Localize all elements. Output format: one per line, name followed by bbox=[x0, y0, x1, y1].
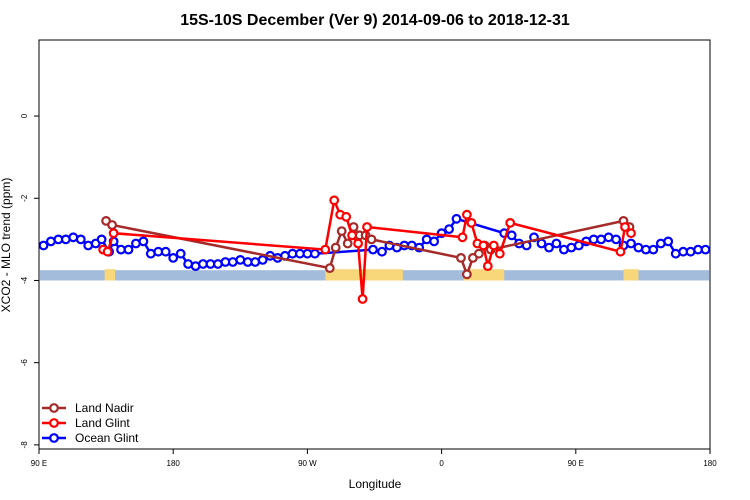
data-point bbox=[700, 244, 711, 255]
y-axis: 0 -2 -4 -6 -8 bbox=[20, 113, 39, 448]
data-point bbox=[648, 244, 659, 255]
x-axis-label: Longitude bbox=[349, 477, 402, 491]
x-tick-label: 90 E bbox=[568, 459, 584, 468]
data-point bbox=[506, 230, 517, 241]
series-land-glint bbox=[98, 195, 636, 304]
legend-item: Land Glint bbox=[42, 416, 130, 430]
land-segment bbox=[623, 269, 639, 281]
data-point bbox=[107, 220, 117, 230]
data-point bbox=[536, 238, 547, 249]
data-point bbox=[451, 213, 462, 224]
data-point bbox=[377, 246, 387, 257]
data-point bbox=[160, 246, 171, 257]
series-ocean-glint bbox=[38, 213, 711, 272]
background-band bbox=[40, 269, 709, 281]
data-point bbox=[551, 238, 562, 249]
data-point bbox=[102, 246, 113, 257]
data-point bbox=[505, 217, 516, 228]
x-tick-label: 90 W bbox=[298, 459, 317, 468]
data-point bbox=[310, 248, 320, 259]
data-point bbox=[482, 261, 493, 272]
data-point bbox=[462, 269, 472, 280]
x-tick-label: 90 E bbox=[31, 459, 47, 468]
data-point bbox=[336, 226, 347, 237]
land-segment bbox=[463, 269, 505, 281]
data-point bbox=[429, 236, 440, 247]
legend-marker bbox=[49, 403, 59, 413]
data-point bbox=[123, 244, 134, 255]
data-point bbox=[320, 244, 331, 255]
data-point bbox=[257, 255, 268, 265]
data-point bbox=[462, 209, 472, 220]
y-tick-label: -8 bbox=[20, 441, 29, 449]
data-point bbox=[175, 248, 186, 259]
data-point bbox=[444, 224, 455, 235]
data-point bbox=[75, 234, 86, 245]
data-point bbox=[456, 252, 466, 263]
legend-marker bbox=[49, 418, 59, 428]
data-point bbox=[138, 236, 149, 247]
data-point bbox=[108, 228, 119, 239]
y-tick-label: 0 bbox=[20, 113, 29, 118]
legend-item: Ocean Glint bbox=[42, 431, 139, 445]
data-point bbox=[494, 248, 505, 259]
chart-title: 15S-10S December (Ver 9) 2014-09-06 to 2… bbox=[180, 12, 570, 29]
data-point bbox=[96, 234, 107, 245]
legend-label: Land Glint bbox=[75, 416, 130, 430]
data-point bbox=[626, 228, 636, 239]
x-tick-label: 180 bbox=[703, 459, 717, 468]
series-layer bbox=[38, 195, 711, 304]
data-point bbox=[611, 234, 621, 245]
land-segment bbox=[104, 269, 116, 281]
data-point bbox=[329, 195, 340, 206]
data-point bbox=[474, 248, 484, 259]
data-point bbox=[342, 238, 353, 249]
data-point bbox=[478, 240, 489, 251]
data-point bbox=[466, 217, 477, 228]
data-point bbox=[626, 238, 636, 249]
x-tick-label: 0 bbox=[439, 459, 444, 468]
data-point bbox=[324, 263, 335, 274]
y-tick-label: -4 bbox=[20, 276, 29, 284]
data-point bbox=[168, 252, 179, 263]
data-point bbox=[38, 240, 49, 251]
legend-label: Land Nadir bbox=[75, 401, 134, 415]
data-point bbox=[366, 234, 377, 245]
data-point bbox=[347, 230, 358, 241]
data-point bbox=[663, 236, 674, 247]
x-tick-label: 180 bbox=[167, 459, 181, 468]
data-point bbox=[488, 240, 499, 251]
legend-marker bbox=[49, 433, 59, 443]
legend-label: Ocean Glint bbox=[75, 431, 139, 445]
data-point bbox=[368, 244, 378, 255]
data-point bbox=[573, 240, 584, 251]
data-point bbox=[615, 246, 626, 257]
y-tick-label: -6 bbox=[20, 359, 29, 367]
data-point bbox=[457, 232, 468, 243]
data-point bbox=[544, 242, 554, 253]
data-point bbox=[330, 242, 341, 253]
y-tick-label: -2 bbox=[20, 194, 29, 202]
y-axis-label: XCO2 - MLO trend (ppm) bbox=[0, 178, 13, 313]
data-point bbox=[620, 222, 630, 232]
legend-item: Land Nadir bbox=[42, 401, 134, 415]
plot-frame bbox=[38, 39, 711, 450]
data-point bbox=[341, 211, 352, 222]
data-point bbox=[362, 222, 372, 232]
x-axis: 90 E 180 90 W 0 90 E 180 bbox=[31, 449, 717, 468]
data-point bbox=[353, 238, 364, 249]
data-point bbox=[357, 294, 368, 304]
